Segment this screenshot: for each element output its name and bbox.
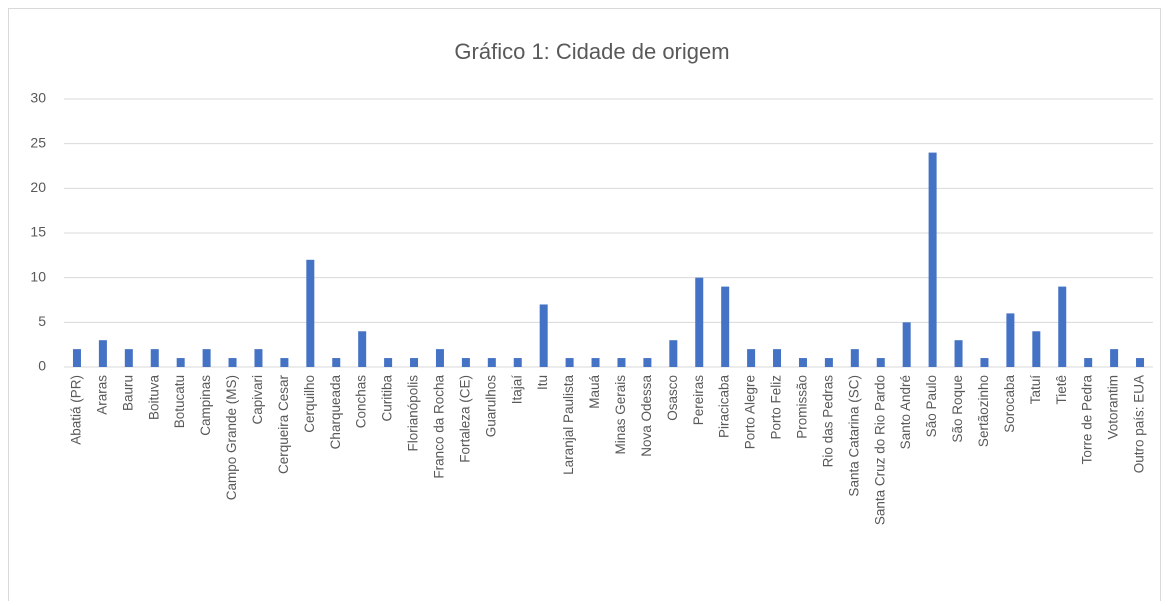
- bar: [928, 152, 937, 367]
- x-tick-label: São Roque: [950, 375, 965, 443]
- x-tick-label: Tatuí: [1028, 375, 1043, 405]
- bar: [1058, 286, 1067, 367]
- bar: [228, 358, 237, 367]
- bar: [384, 358, 393, 367]
- x-tick-label: Santo André: [898, 375, 913, 449]
- bar: [358, 331, 367, 367]
- x-tick-label: Piracicaba: [717, 375, 732, 439]
- y-tick-label: 0: [38, 358, 46, 374]
- y-tick-label: 20: [30, 179, 46, 195]
- x-tick-label: Porto Feliz: [769, 375, 784, 440]
- bar: [643, 358, 652, 367]
- x-tick-label: Minas Gerais: [613, 375, 628, 455]
- bar: [254, 349, 263, 367]
- bar: [980, 358, 989, 367]
- x-tick-label: Itu: [535, 375, 550, 390]
- x-tick-label: Cerquilho: [302, 375, 317, 433]
- x-tick-label: Pereiras: [691, 375, 706, 426]
- bar: [487, 358, 496, 367]
- x-tick-label: Campinas: [198, 375, 213, 436]
- y-tick-label: 25: [30, 134, 46, 150]
- x-tick-label: Santa Cruz do Rio Pardo: [872, 375, 887, 525]
- chart-title: Gráfico 1: Cidade de origem: [454, 39, 729, 64]
- bar: [591, 358, 600, 367]
- y-tick-label: 15: [30, 224, 46, 240]
- bar: [72, 349, 81, 367]
- bar: [332, 358, 341, 367]
- bar: [798, 358, 807, 367]
- x-tick-label: Charqueada: [328, 375, 343, 450]
- x-tick-label: Guarulhos: [483, 375, 498, 438]
- bar: [617, 358, 626, 367]
- x-tick-label: Conchas: [354, 375, 369, 429]
- x-tick-label: Curitiba: [380, 375, 395, 422]
- bar: [410, 358, 419, 367]
- x-tick-label: Promissão: [795, 375, 810, 439]
- x-tick-label: Osasco: [665, 375, 680, 421]
- x-tick-label: São Paulo: [924, 375, 939, 437]
- x-tick-label: Tietê: [1054, 375, 1069, 405]
- x-tick-label: Capivari: [250, 375, 265, 425]
- bar: [435, 349, 444, 367]
- x-tick-label: Outro país: EUA: [1132, 375, 1147, 473]
- bar: [280, 358, 289, 367]
- x-tick-label: Mauá: [587, 375, 602, 409]
- bar: [773, 349, 782, 367]
- x-tick-label: Votorantim: [1106, 375, 1121, 440]
- x-tick-label: Campo Grande (MS): [224, 375, 239, 500]
- x-tick-label: Botucatu: [172, 375, 187, 428]
- x-tick-label: Florianópolis: [406, 375, 421, 452]
- x-tick-label: Sertãozinho: [976, 375, 991, 447]
- bar: [902, 322, 911, 367]
- bar: [176, 358, 185, 367]
- bar: [539, 304, 548, 367]
- bar: [513, 358, 522, 367]
- bar: [124, 349, 133, 367]
- bar: [1136, 358, 1145, 367]
- x-tick-label: Fortaleza (CE): [457, 375, 472, 463]
- x-tick-label: Araras: [94, 375, 109, 415]
- bar: [98, 340, 107, 367]
- bar: [202, 349, 211, 367]
- bar: [461, 358, 470, 367]
- x-tick-label: Torre de Pedra: [1080, 375, 1095, 465]
- bar: [876, 358, 885, 367]
- chart-frame: [8, 8, 1161, 606]
- bar: [306, 259, 315, 367]
- bar: [850, 349, 859, 367]
- bar: [954, 340, 963, 367]
- x-tick-label: Bauru: [120, 375, 135, 411]
- bar: [1032, 331, 1041, 367]
- bar: [747, 349, 756, 367]
- x-tick-label: Boituva: [146, 375, 161, 421]
- x-tick-label: Laranjal Paulista: [561, 375, 576, 475]
- x-tick-label: Cerqueira Cesar: [276, 375, 291, 475]
- x-tick-label: Porto Alegre: [743, 375, 758, 449]
- bar: [150, 349, 159, 367]
- y-tick-label: 10: [30, 268, 46, 284]
- x-tick-label: Santa Catarina (SC): [846, 375, 861, 497]
- x-tick-label: Franco da Rocha: [432, 375, 447, 479]
- x-tick-label: Nova Odessa: [639, 375, 654, 457]
- bar: [1084, 358, 1093, 367]
- x-tick-label: Sorocaba: [1002, 375, 1017, 433]
- bar: [1006, 313, 1015, 367]
- y-tick-label: 30: [30, 90, 46, 106]
- bar: [565, 358, 574, 367]
- x-tick-label: Rio das Pedras: [820, 375, 835, 468]
- y-tick-label: 5: [38, 313, 46, 329]
- x-tick-label: Itajaí: [509, 375, 524, 405]
- x-tick-label: Abatiá (PR): [69, 375, 84, 445]
- bar: [1110, 349, 1119, 367]
- bar: [721, 286, 730, 367]
- bar: [824, 358, 833, 367]
- bar: [669, 340, 678, 367]
- bar: [695, 277, 704, 367]
